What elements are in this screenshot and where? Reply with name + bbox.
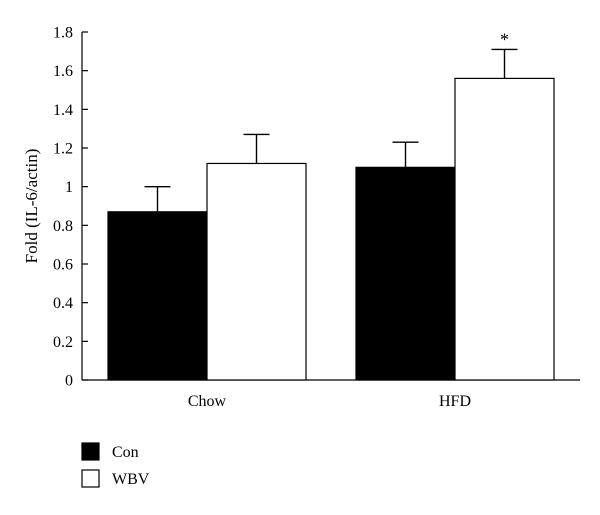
- bar-con-chow: [107, 211, 208, 381]
- y-tick-label: 1: [65, 179, 73, 196]
- y-axis-title: Fold (IL-6/actin): [22, 149, 41, 264]
- x-category-label: HFD: [439, 393, 471, 410]
- legend: Con WBV: [81, 442, 150, 488]
- y-tick-label: 0.2: [53, 334, 73, 351]
- legend-swatch-con: [81, 442, 100, 461]
- y-tick-label: 1.8: [53, 25, 73, 42]
- legend-swatch-wbv: [81, 469, 100, 488]
- y-axis: 0 0.2 0.4 0.6 0.8 1 1.2 1.4 1.6 1.8: [53, 25, 88, 390]
- legend-label-wbv: WBV: [112, 471, 150, 488]
- bar-con-hfd: [355, 166, 456, 381]
- annotations: *: [500, 29, 509, 49]
- bars: [107, 77, 555, 381]
- y-tick-label: 0: [65, 373, 73, 390]
- y-tick-label: 0.6: [53, 257, 73, 274]
- error-bars: [144, 48, 518, 212]
- y-tick-label: 0.8: [53, 218, 73, 235]
- legend-label-con: Con: [112, 444, 139, 461]
- y-tick-label: 1.4: [53, 102, 73, 119]
- x-category-label: Chow: [188, 393, 227, 410]
- bar-wbv-hfd: [454, 77, 555, 381]
- y-tick-label: 1.6: [53, 63, 73, 80]
- significance-marker: *: [500, 29, 509, 49]
- bar-wbv-chow: [206, 162, 307, 381]
- y-tick-label: 1.2: [53, 141, 73, 158]
- y-tick-label: 0.4: [53, 295, 73, 312]
